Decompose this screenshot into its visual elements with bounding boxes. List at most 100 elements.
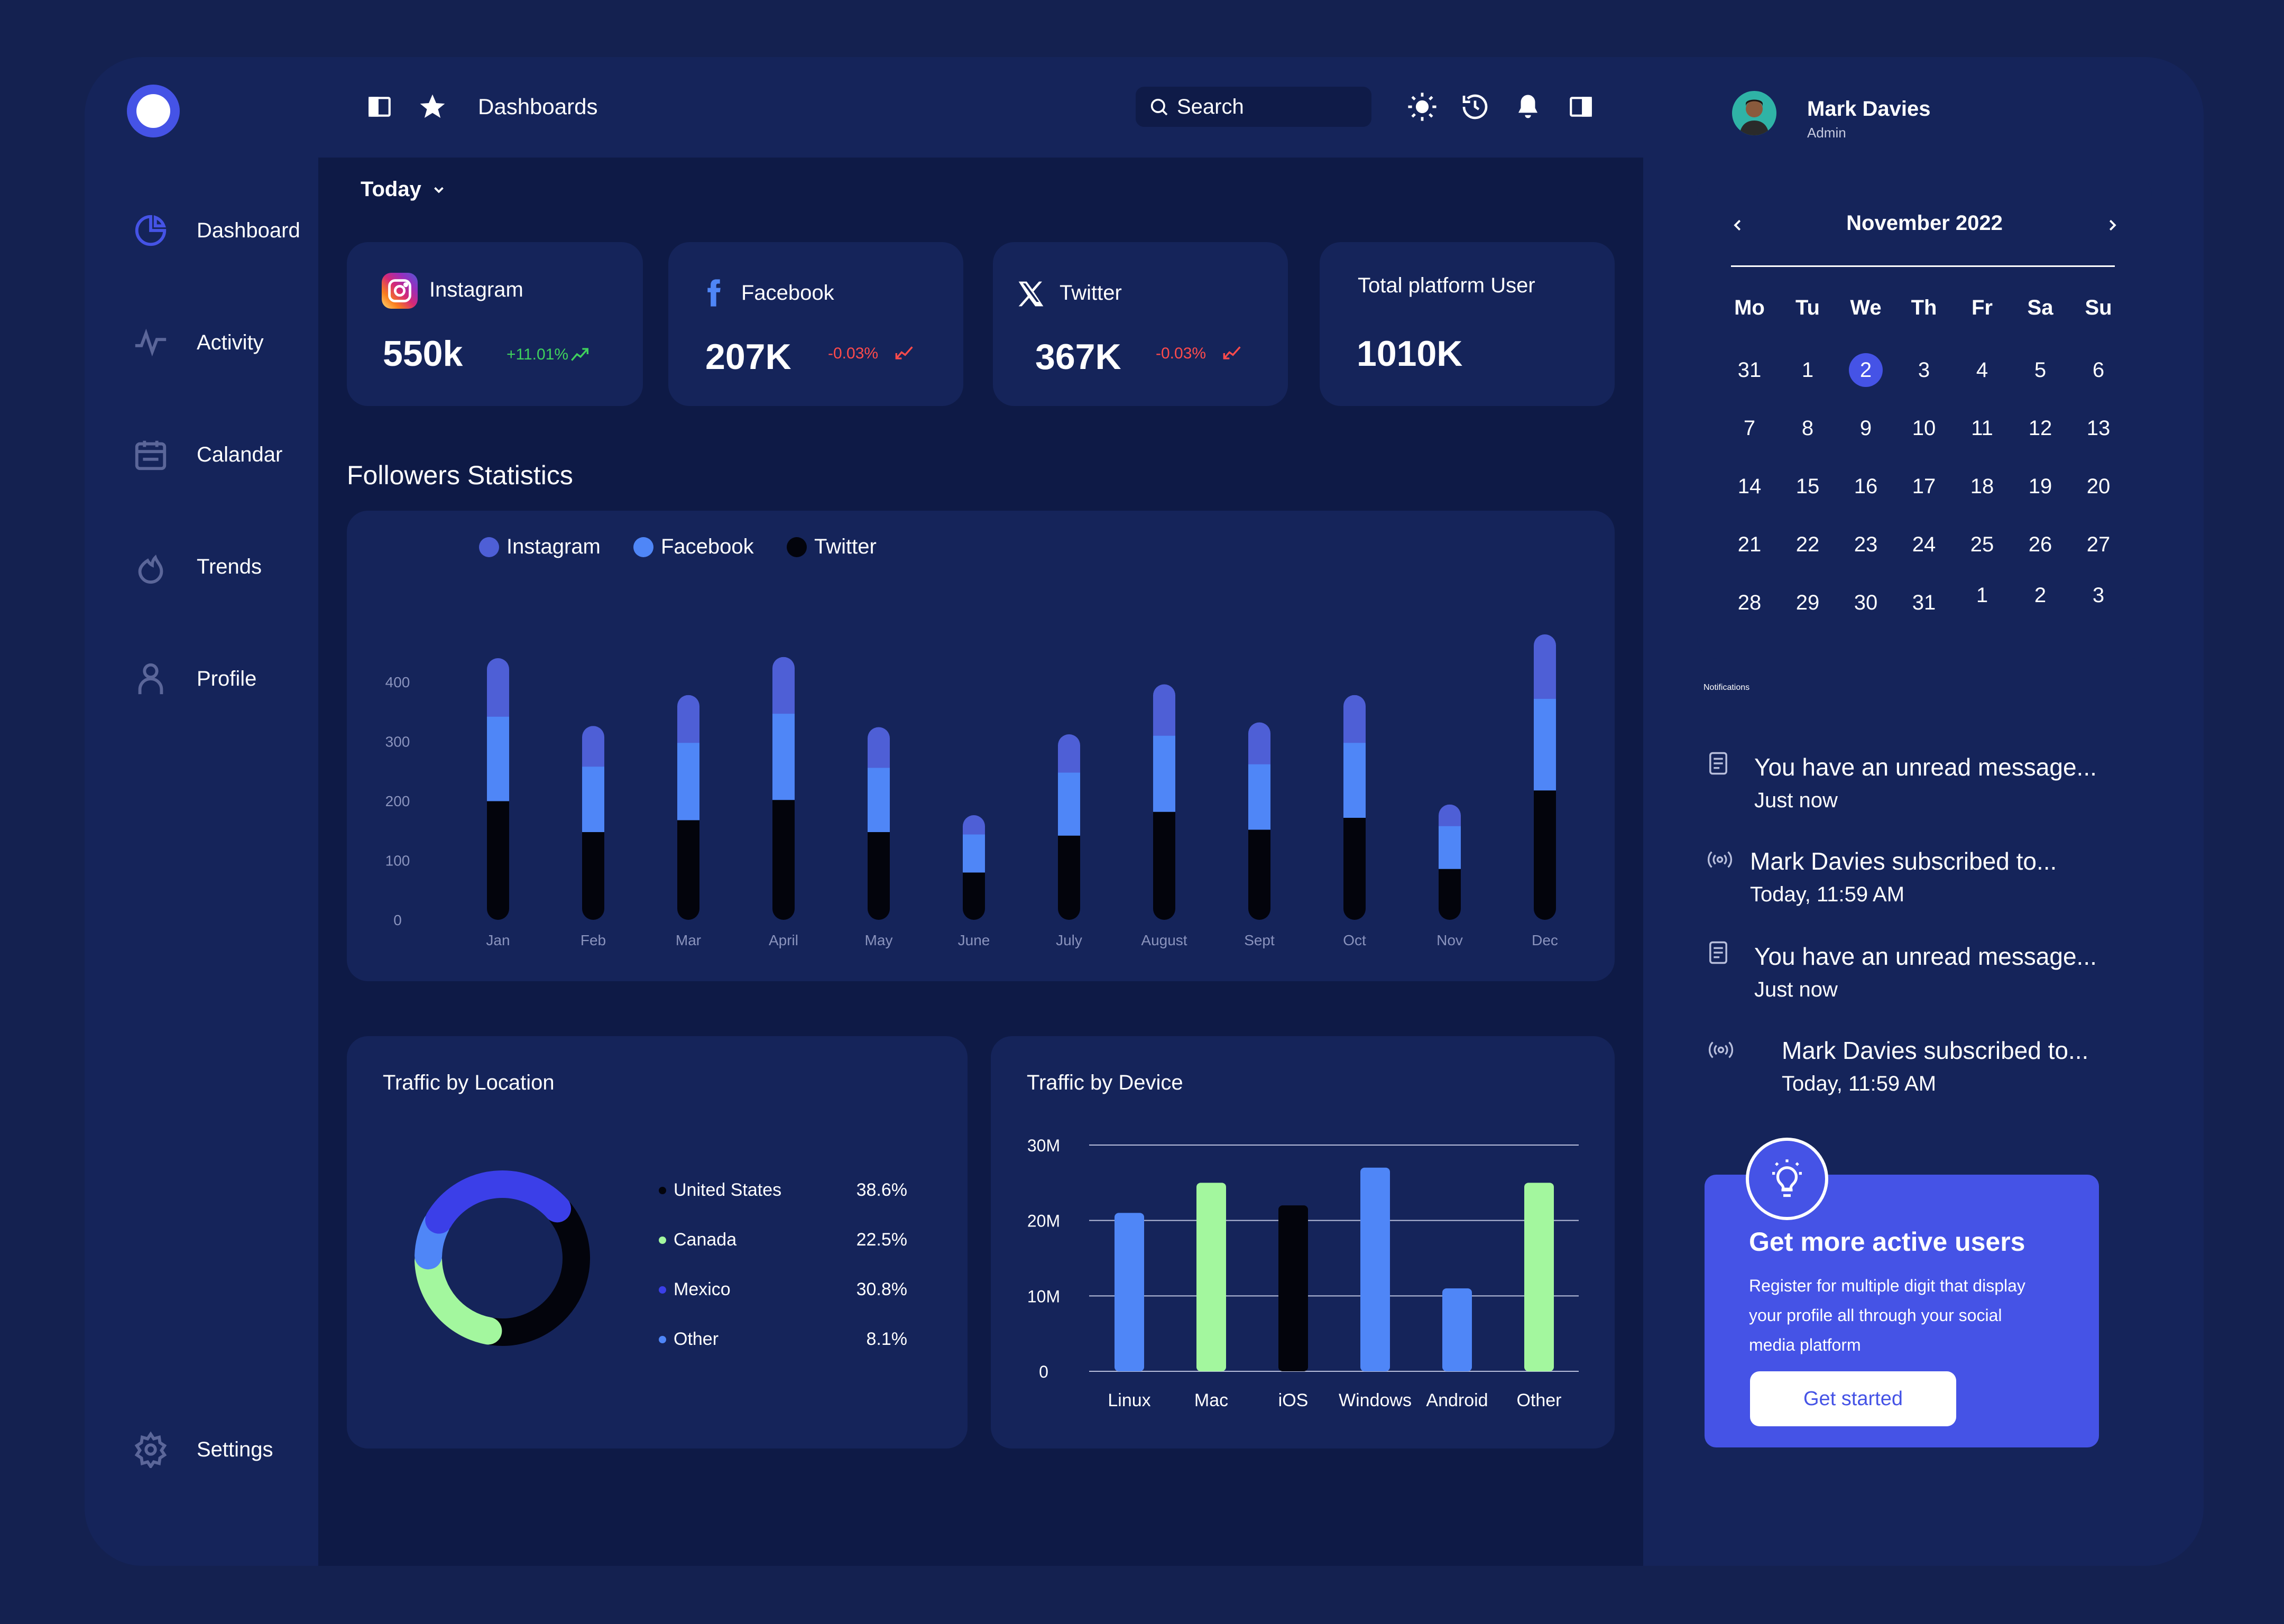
calendar-day[interactable]: 4 xyxy=(1976,358,1988,382)
calendar-day[interactable]: 1 xyxy=(1801,358,1814,382)
history-icon[interactable] xyxy=(1459,91,1491,123)
panel-toggle-icon[interactable] xyxy=(1565,91,1597,123)
calendar-day[interactable]: 7 xyxy=(1743,417,1756,440)
calendar-day[interactable]: 14 xyxy=(1737,475,1762,498)
next-month-button[interactable] xyxy=(2099,210,2125,240)
bar-stack xyxy=(677,695,699,920)
instagram-icon xyxy=(382,273,418,309)
prev-month-button[interactable] xyxy=(1725,210,1751,240)
legend-item-facebook[interactable]: Facebook xyxy=(633,535,754,559)
calendar-day[interactable]: 26 xyxy=(2028,533,2052,556)
calendar-day[interactable]: 27 xyxy=(2086,533,2111,556)
star-icon[interactable] xyxy=(417,91,448,123)
calendar-day[interactable]: 22 xyxy=(1795,533,1820,556)
location-value: 22.5% xyxy=(856,1230,907,1250)
avatar[interactable] xyxy=(1732,91,1776,135)
y-tick-label: 200 xyxy=(385,793,410,809)
calendar-day[interactable]: 20 xyxy=(2086,475,2111,498)
legend-item-twitter[interactable]: Twitter xyxy=(787,535,877,559)
sidebar-item-calendar[interactable]: Calandar xyxy=(132,428,282,481)
calendar-day[interactable]: 24 xyxy=(1912,533,1936,556)
calendar-day[interactable]: 3 xyxy=(1918,358,1930,382)
location-value: 8.1% xyxy=(866,1329,908,1349)
calendar-day[interactable]: 18 xyxy=(1970,475,1994,498)
bar-segment-instagram xyxy=(677,695,699,743)
sidebar-item-label: Dashboard xyxy=(197,218,300,242)
location-label: United States xyxy=(674,1180,782,1200)
calendar-day[interactable]: 19 xyxy=(2028,475,2052,498)
search-box[interactable]: Search xyxy=(1136,87,1371,127)
legend-dot xyxy=(787,537,807,557)
calendar-day[interactable]: 10 xyxy=(1912,417,1936,440)
calendar-day[interactable]: 9 xyxy=(1859,417,1872,440)
location-value: 38.6% xyxy=(856,1180,907,1200)
weekday-label: Sa xyxy=(2027,296,2053,319)
x-tick-label: Mar xyxy=(676,932,701,948)
calendar-day[interactable]: 6 xyxy=(2092,358,2105,382)
chevron-left-icon xyxy=(1734,219,1741,231)
stat-label: Twitter xyxy=(1060,281,1122,304)
sidebar-item-dashboard[interactable]: Dashboard xyxy=(132,204,300,257)
calendar-day[interactable]: 31 xyxy=(1912,591,1936,614)
calendar-divider xyxy=(1731,265,2115,267)
traffic-device-title: Traffic by Device xyxy=(1027,1071,1183,1094)
notification-title[interactable]: You have an unread message... xyxy=(1754,943,2097,970)
calendar-day[interactable]: 2 xyxy=(1837,353,1895,387)
calendar-day[interactable]: 23 xyxy=(1854,533,1878,556)
breadcrumb[interactable]: Dashboards xyxy=(478,94,598,119)
bar-segment-facebook xyxy=(963,834,985,873)
calendar-day[interactable]: 1 xyxy=(1976,584,1988,607)
sidebar-item-activity[interactable]: Activity xyxy=(132,316,264,369)
facebook-icon xyxy=(699,277,729,309)
sidebar-item-settings[interactable]: Settings xyxy=(132,1423,273,1476)
calendar-day[interactable]: 17 xyxy=(1912,475,1936,498)
calendar-day[interactable]: 25 xyxy=(1970,533,1994,556)
theme-toggle-icon[interactable] xyxy=(1406,91,1438,123)
notification-title[interactable]: You have an unread message... xyxy=(1754,753,2097,781)
notification-title[interactable]: Mark Davies subscribed to... xyxy=(1782,1037,2089,1064)
stat-value: 367K xyxy=(1035,337,1121,377)
sidebar-item-profile[interactable]: Profile xyxy=(132,652,256,705)
legend-item-instagram[interactable]: Instagram xyxy=(479,535,601,559)
location-row: Canada 22.5% xyxy=(659,1230,907,1250)
stat-card-twitter[interactable] xyxy=(993,242,1288,406)
y-tick-label: 400 xyxy=(385,674,410,690)
calendar-day[interactable]: 30 xyxy=(1854,591,1878,614)
calendar-day[interactable]: 12 xyxy=(2028,417,2052,440)
y-tick-label: 300 xyxy=(385,734,410,750)
device-bar xyxy=(1360,1167,1390,1371)
calendar-day[interactable]: 31 xyxy=(1737,358,1762,382)
sidebar-toggle-icon[interactable] xyxy=(364,91,395,123)
bar-segment-facebook xyxy=(1248,764,1270,830)
stat-delta: -0.03% xyxy=(828,345,879,362)
calendar-day[interactable]: 5 xyxy=(2034,358,2047,382)
period-dropdown[interactable]: Today xyxy=(361,178,447,201)
bar-segment-twitter xyxy=(772,799,795,920)
bar-segment-instagram xyxy=(1534,634,1556,699)
stat-delta: -0.03% xyxy=(1156,345,1207,362)
calendar-day[interactable]: 11 xyxy=(1971,417,1993,440)
x-tick-label: Feb xyxy=(581,932,606,948)
app-logo[interactable] xyxy=(127,85,180,137)
calendar-day[interactable]: 2 xyxy=(2034,584,2047,607)
weekday-label: Su xyxy=(2085,296,2112,319)
calendar-day[interactable]: 29 xyxy=(1795,591,1820,614)
stat-label: Instagram xyxy=(429,278,523,301)
stat-card-total[interactable] xyxy=(1320,242,1615,406)
calendar-day[interactable]: 8 xyxy=(1801,417,1814,440)
calendar-day[interactable]: 21 xyxy=(1737,533,1762,556)
get-started-button[interactable]: Get started xyxy=(1750,1371,1956,1426)
traffic-location-title: Traffic by Location xyxy=(383,1071,555,1094)
calendar-day[interactable]: 16 xyxy=(1854,475,1878,498)
calendar-day[interactable]: 13 xyxy=(2086,417,2111,440)
calendar-day[interactable]: 15 xyxy=(1795,475,1820,498)
stat-card-facebook[interactable] xyxy=(668,242,963,406)
calendar-day[interactable]: 28 xyxy=(1737,591,1762,614)
followers-bar-chart: 0 100 200 300 400 Jan Feb Mar April May June July Au… xyxy=(385,634,1558,948)
bar-segment-instagram xyxy=(1248,722,1270,764)
bell-icon[interactable] xyxy=(1512,91,1544,123)
notification-title[interactable]: Mark Davies subscribed to... xyxy=(1750,847,2057,875)
stat-card-instagram[interactable] xyxy=(347,242,643,406)
sidebar-item-trends[interactable]: Trends xyxy=(132,540,262,593)
calendar-day[interactable]: 3 xyxy=(2092,584,2105,607)
